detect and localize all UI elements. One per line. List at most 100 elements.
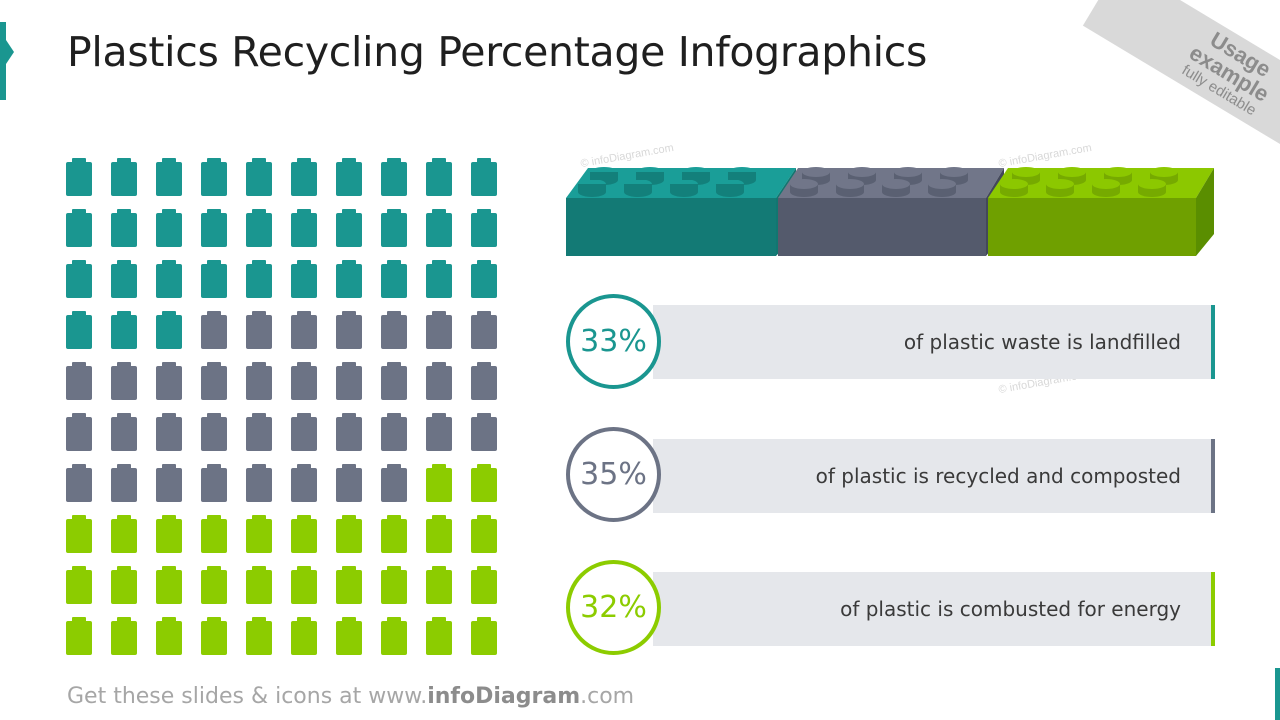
- battery-icon: [156, 413, 182, 451]
- battery-icon: [381, 566, 407, 604]
- battery-icon: [156, 311, 182, 349]
- stat-edge: [1211, 572, 1215, 646]
- battery-icon: [66, 413, 92, 451]
- battery-icon: [291, 566, 317, 604]
- battery-icon: [156, 260, 182, 298]
- battery-icon: [111, 311, 137, 349]
- battery-icon: [471, 566, 497, 604]
- stat-bar-combusted: of plastic is combusted for energy: [653, 572, 1215, 646]
- percent-circle: 32%: [566, 560, 661, 655]
- battery-icon: [246, 413, 272, 451]
- battery-icon: [111, 260, 137, 298]
- percent-circle: 35%: [566, 427, 661, 522]
- battery-icon: [291, 617, 317, 655]
- footer-brand: infoDiagram: [427, 684, 581, 709]
- brick-icon-gray: [778, 167, 1004, 256]
- battery-icon: [156, 566, 182, 604]
- battery-icon: [426, 209, 452, 247]
- brick-icon-green: [988, 167, 1214, 256]
- battery-icon: [111, 413, 137, 451]
- battery-icon: [291, 260, 317, 298]
- battery-icon: [426, 464, 452, 502]
- battery-icon: [66, 362, 92, 400]
- battery-icon: [426, 311, 452, 349]
- brick-icons: [566, 167, 1214, 256]
- stat-edge: [1211, 305, 1215, 379]
- brick-icon-teal: [566, 167, 796, 256]
- battery-icon-grid: [66, 158, 506, 658]
- battery-icon: [156, 617, 182, 655]
- battery-icon: [246, 260, 272, 298]
- battery-icon: [156, 158, 182, 196]
- battery-icon: [291, 464, 317, 502]
- battery-icon: [291, 362, 317, 400]
- battery-icon: [201, 362, 227, 400]
- battery-icon: [111, 566, 137, 604]
- battery-icon: [471, 260, 497, 298]
- battery-icon: [291, 209, 317, 247]
- percent-circle: 33%: [566, 294, 661, 389]
- stat-text: of plastic is combusted for energy: [840, 597, 1181, 621]
- battery-icon: [336, 413, 362, 451]
- footer-suffix: .com: [580, 684, 635, 709]
- battery-icon: [66, 566, 92, 604]
- battery-icon: [111, 464, 137, 502]
- battery-icon: [471, 617, 497, 655]
- battery-icon: [291, 311, 317, 349]
- battery-icon: [426, 260, 452, 298]
- footer-prefix: Get these slides & icons at www.: [67, 684, 428, 709]
- battery-icon: [201, 464, 227, 502]
- battery-icon: [246, 311, 272, 349]
- battery-icon: [66, 209, 92, 247]
- battery-icon: [471, 209, 497, 247]
- battery-icon: [291, 158, 317, 196]
- battery-icon: [336, 158, 362, 196]
- battery-icon: [381, 413, 407, 451]
- battery-icon: [111, 209, 137, 247]
- battery-icon: [471, 515, 497, 553]
- battery-icon: [66, 311, 92, 349]
- battery-icon: [381, 515, 407, 553]
- battery-icon: [111, 158, 137, 196]
- battery-icon: [336, 515, 362, 553]
- battery-icon: [336, 260, 362, 298]
- battery-icon: [201, 413, 227, 451]
- battery-icon: [381, 260, 407, 298]
- battery-icon: [381, 158, 407, 196]
- battery-icon: [201, 209, 227, 247]
- stat-text: of plastic is recycled and composted: [815, 464, 1181, 488]
- battery-icon: [246, 566, 272, 604]
- battery-icon: [66, 515, 92, 553]
- battery-icon: [471, 464, 497, 502]
- battery-icon: [336, 209, 362, 247]
- stat-bar-landfilled: of plastic waste is landfilled: [653, 305, 1215, 379]
- battery-icon: [201, 566, 227, 604]
- stat-edge: [1211, 439, 1215, 513]
- accent-bar: [0, 22, 6, 100]
- battery-icon: [471, 158, 497, 196]
- battery-icon: [381, 209, 407, 247]
- page-title: Plastics Recycling Percentage Infographi…: [67, 28, 928, 76]
- battery-icon: [66, 158, 92, 196]
- stat-bar-recycled: of plastic is recycled and composted: [653, 439, 1215, 513]
- battery-icon: [246, 362, 272, 400]
- battery-icon: [381, 464, 407, 502]
- battery-icon: [111, 362, 137, 400]
- battery-icon: [246, 515, 272, 553]
- battery-icon: [201, 311, 227, 349]
- battery-icon: [426, 158, 452, 196]
- battery-icon: [246, 617, 272, 655]
- battery-icon: [111, 617, 137, 655]
- lego-bricks: [566, 152, 1226, 262]
- battery-icon: [201, 158, 227, 196]
- footer: Get these slides & icons at www.infoDiag…: [67, 684, 634, 709]
- accent-marker: [6, 40, 14, 64]
- battery-icon: [291, 413, 317, 451]
- battery-icon: [291, 515, 317, 553]
- battery-icon: [201, 617, 227, 655]
- battery-icon: [66, 464, 92, 502]
- battery-icon: [246, 158, 272, 196]
- battery-icon: [426, 362, 452, 400]
- battery-icon: [336, 362, 362, 400]
- battery-icon: [66, 617, 92, 655]
